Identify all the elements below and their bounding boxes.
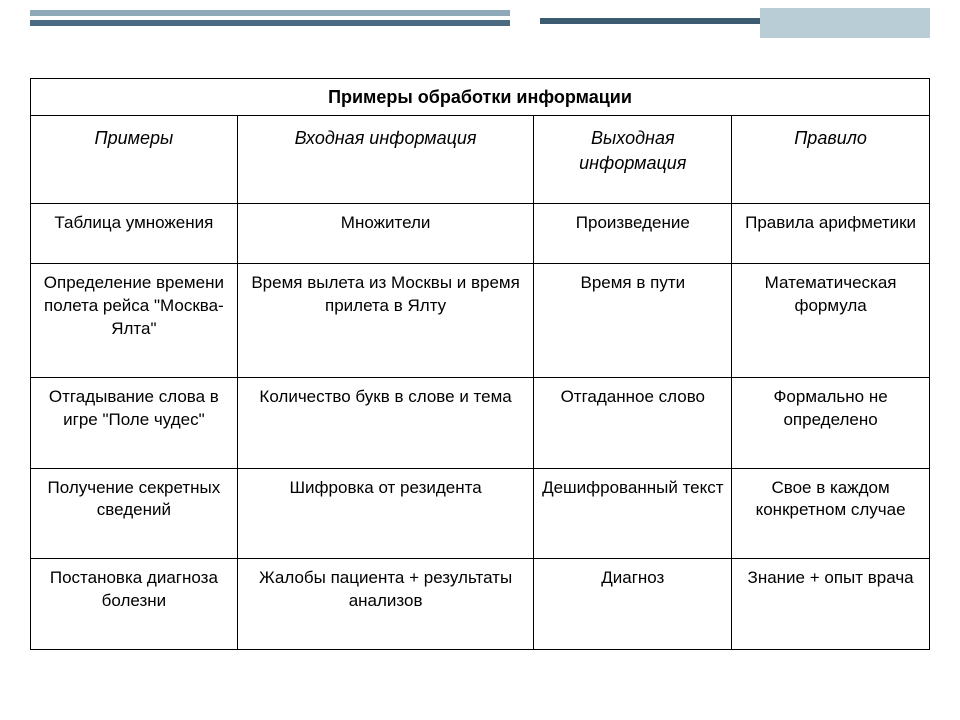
cell-rule: Математическая формула — [732, 263, 930, 377]
info-processing-table: Примеры обработки информации Примеры Вхо… — [30, 78, 930, 650]
cell-example: Таблица умножения — [31, 203, 238, 263]
table-row: Определение времени полета рейса "Москва… — [31, 263, 930, 377]
table-header-row: Примеры Входная информация Выходная инфо… — [31, 116, 930, 204]
cell-rule: Знание + опыт врача — [732, 559, 930, 650]
table-title: Примеры обработки информации — [31, 79, 930, 116]
table-row: Получение секретных сведений Шифровка от… — [31, 468, 930, 559]
slide-header-decor — [0, 0, 960, 60]
cell-example: Постановка диагноза болезни — [31, 559, 238, 650]
col-header-rule: Правило — [732, 116, 930, 204]
decor-bar-light — [30, 10, 510, 16]
cell-input: Количество букв в слове и тема — [237, 377, 534, 468]
decor-block — [760, 8, 930, 38]
cell-rule: Формально не определено — [732, 377, 930, 468]
cell-example: Определение времени полета рейса "Москва… — [31, 263, 238, 377]
cell-input: Шифровка от резидента — [237, 468, 534, 559]
table-row: Таблица умножения Множители Произведение… — [31, 203, 930, 263]
content-area: Примеры обработки информации Примеры Вхо… — [30, 78, 930, 650]
cell-output: Произведение — [534, 203, 732, 263]
table-row: Отгадывание слова в игре "Поле чудес" Ко… — [31, 377, 930, 468]
cell-output: Диагноз — [534, 559, 732, 650]
cell-rule: Свое в каждом конкретном случае — [732, 468, 930, 559]
cell-example: Получение секретных сведений — [31, 468, 238, 559]
table-body: Таблица умножения Множители Произведение… — [31, 203, 930, 649]
cell-input: Время вылета из Москвы и время прилета в… — [237, 263, 534, 377]
cell-input: Множители — [237, 203, 534, 263]
decor-bar-mid — [30, 20, 510, 26]
decor-bar-dark — [540, 18, 760, 24]
cell-example: Отгадывание слова в игре "Поле чудес" — [31, 377, 238, 468]
cell-output: Отгаданное слово — [534, 377, 732, 468]
cell-output: Дешифрованный текст — [534, 468, 732, 559]
table-row: Постановка диагноза болезни Жалобы пацие… — [31, 559, 930, 650]
cell-rule: Правила арифметики — [732, 203, 930, 263]
cell-output: Время в пути — [534, 263, 732, 377]
col-header-output: Выходная информация — [534, 116, 732, 204]
col-header-examples: Примеры — [31, 116, 238, 204]
col-header-input: Входная информация — [237, 116, 534, 204]
cell-input: Жалобы пациента + результаты анализов — [237, 559, 534, 650]
